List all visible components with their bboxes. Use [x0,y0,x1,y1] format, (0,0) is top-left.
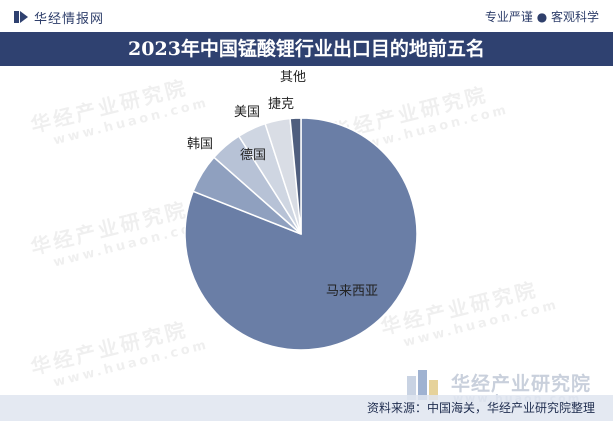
chart-title: 2023年中国锰酸锂行业出口目的地前五名 [128,38,485,60]
top-bar: 华经情报网 专业严谨 ● 客观科学 [0,0,613,32]
slice-label: 德国 [240,148,266,163]
pie-slice [289,117,302,235]
slice-label: 马来西亚 [326,284,378,299]
title-bar: 2023年中国锰酸锂行业出口目的地前五名 [0,32,613,66]
slice-label: 其他 [280,70,306,85]
huajing-logo-icon [14,11,28,23]
source-note: 资料来源：中国海关，华经产业研究院整理 [366,401,595,415]
brand-logo-icon [407,370,438,400]
slice-label: 捷克 [268,97,294,112]
brand-name: 华经产业研究院 [451,373,592,395]
slice-label: 韩国 [187,137,213,152]
pie-slice [184,117,418,351]
slogan: 专业严谨 ● 客观科学 [484,10,599,24]
site-name: 华经情报网 [34,12,105,27]
slice-label: 美国 [234,105,260,120]
source-bar [0,395,613,421]
